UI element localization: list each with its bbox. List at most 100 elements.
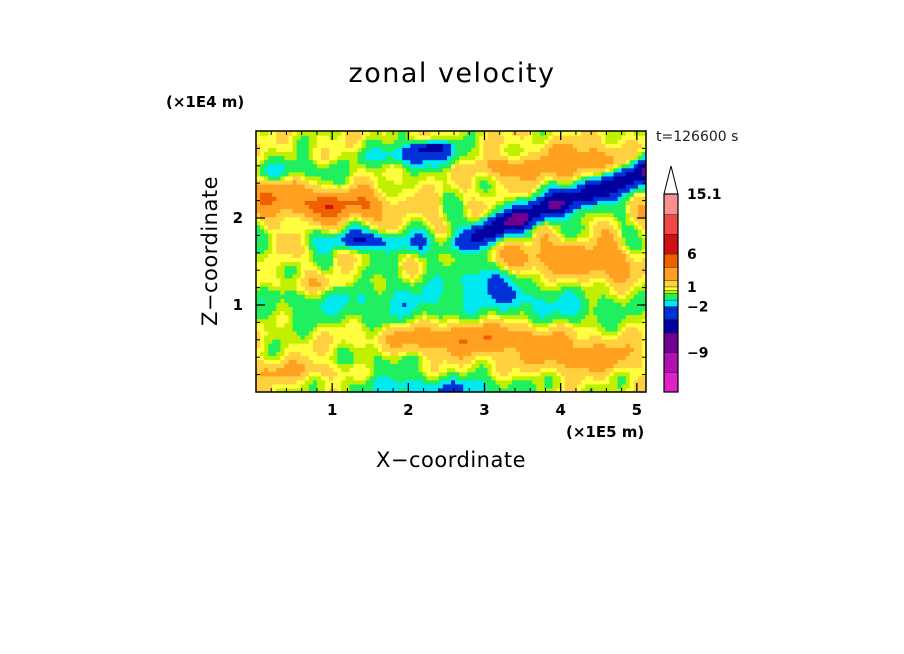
field-cell — [495, 343, 501, 348]
field-cell — [451, 212, 456, 218]
field-cell — [633, 298, 639, 303]
field-cell — [589, 375, 594, 381]
field-cell — [516, 273, 521, 279]
field-cell — [398, 367, 403, 373]
field-cell — [381, 371, 387, 377]
field-cell — [516, 371, 521, 377]
field-cell — [487, 379, 493, 385]
field-cell — [487, 184, 493, 189]
field-cell — [556, 338, 562, 344]
field-cell — [260, 184, 265, 189]
field-cell — [532, 277, 537, 283]
field-cell — [345, 245, 351, 250]
field-cell — [548, 277, 554, 283]
field-cell — [548, 208, 554, 214]
field-cell — [524, 212, 529, 218]
field-cell — [426, 179, 432, 185]
field-cell — [361, 290, 367, 295]
field-cell — [629, 179, 635, 185]
field-cell — [256, 306, 261, 312]
field-cell — [483, 347, 489, 352]
field-cell — [463, 355, 468, 360]
field-cell — [430, 192, 436, 197]
field-cell — [312, 322, 318, 328]
field-cell — [276, 326, 281, 332]
field-cell — [520, 359, 525, 365]
field-cell — [268, 269, 273, 275]
field-cell — [272, 265, 277, 271]
field-cell — [300, 224, 306, 230]
field-cell — [483, 212, 489, 218]
field-cell — [524, 302, 529, 307]
field-cell — [528, 192, 533, 197]
field-cell — [483, 302, 489, 307]
field-cell — [296, 192, 302, 197]
field-cell — [581, 249, 586, 254]
field-cell — [572, 330, 578, 336]
field-cell — [495, 228, 501, 234]
field-cell — [536, 253, 541, 259]
field-cell — [349, 294, 355, 299]
field-cell — [564, 228, 570, 234]
field-cell — [394, 285, 399, 291]
field-cell — [345, 379, 351, 385]
field-cell — [605, 359, 611, 365]
field-cell — [288, 281, 294, 287]
field-cell — [256, 196, 261, 201]
field-cell — [511, 249, 517, 254]
field-cell — [552, 196, 558, 201]
field-cell — [507, 261, 513, 267]
field-cell — [585, 302, 590, 307]
field-cell — [386, 375, 391, 381]
field-cell — [621, 281, 627, 287]
field-cell — [532, 257, 537, 263]
field-cell — [292, 269, 298, 275]
field-cell — [406, 265, 411, 271]
field-cell — [349, 200, 355, 206]
field-cell — [637, 281, 643, 287]
field-cell — [276, 290, 281, 295]
field-cell — [288, 212, 294, 218]
field-cell — [528, 379, 533, 385]
field-cell — [605, 241, 611, 246]
field-cell — [398, 363, 403, 369]
field-cell — [337, 249, 342, 254]
field-cell — [349, 192, 355, 197]
field-cell — [463, 322, 468, 328]
field-cell — [491, 281, 497, 287]
field-cell — [479, 355, 485, 360]
field-cell — [264, 269, 269, 275]
field-cell — [402, 184, 407, 189]
field-cell — [503, 200, 509, 206]
field-cell — [430, 330, 436, 336]
field-cell — [418, 232, 424, 238]
field-cell — [589, 237, 594, 242]
field-cell — [495, 379, 501, 385]
field-cell — [349, 277, 355, 283]
field-cell — [381, 355, 387, 360]
field-cell — [402, 257, 407, 263]
field-cell — [491, 290, 497, 295]
field-cell — [625, 179, 631, 185]
field-cell — [560, 273, 566, 279]
field-cell — [349, 265, 355, 271]
field-cell — [256, 383, 261, 389]
field-cell — [520, 306, 525, 312]
field-cell — [625, 290, 631, 295]
field-cell — [361, 241, 367, 246]
field-cell — [463, 351, 468, 356]
field-cell — [361, 281, 367, 287]
field-cell — [410, 334, 416, 340]
field-cell — [276, 281, 281, 287]
field-cell — [406, 269, 411, 275]
field-cell — [491, 212, 497, 218]
field-cell — [361, 347, 367, 352]
field-cell — [625, 204, 631, 210]
field-cell — [316, 363, 322, 369]
field-cell — [361, 277, 367, 283]
field-cell — [434, 318, 440, 324]
field-cell — [568, 347, 574, 352]
field-cell — [641, 326, 646, 332]
field-cell — [280, 359, 286, 365]
field-cell — [373, 318, 379, 324]
